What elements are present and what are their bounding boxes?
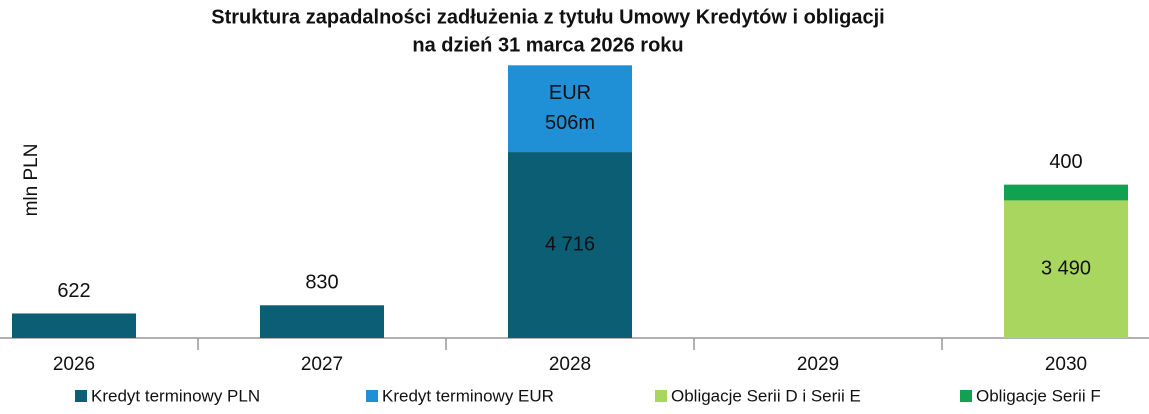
legend-swatch [960, 390, 972, 402]
legend-label: Obligacje Serii D i Serii E [671, 386, 861, 405]
x-tick-label: 2030 [1045, 354, 1087, 375]
bar-segment [12, 313, 136, 338]
x-tick-label: 2027 [301, 354, 343, 375]
legend-swatch [366, 390, 378, 402]
bar-segment [508, 152, 632, 338]
bar-segment [508, 65, 632, 153]
annotation: EUR [549, 82, 591, 104]
x-tick-label: 2029 [797, 354, 839, 375]
legend-swatch [655, 390, 667, 402]
x-tick-label: 2026 [53, 354, 95, 375]
chart-subtitle: na dzień 31 marca 2026 roku [412, 34, 683, 56]
legend-swatch [75, 390, 87, 402]
data-label: 622 [57, 280, 90, 302]
data-label: 3 490 [1041, 257, 1091, 279]
bar-segment [260, 305, 384, 338]
data-label: 4 716 [545, 233, 595, 255]
x-tick-label: 2028 [549, 354, 591, 375]
data-label: 830 [305, 272, 338, 294]
chart-title: Struktura zapadalności zadłużenia z tytu… [211, 6, 884, 28]
legend-label: Kredyt terminowy PLN [91, 386, 260, 405]
legend-label: Obligacje Serii F [976, 386, 1101, 405]
annotation: 506m [545, 112, 595, 134]
data-label: 400 [1049, 151, 1082, 173]
y-axis-label: mln PLN [21, 144, 42, 217]
legend-label: Kredyt terminowy EUR [382, 386, 554, 405]
bar-segment [1004, 184, 1128, 201]
bar-segment [1004, 200, 1128, 338]
